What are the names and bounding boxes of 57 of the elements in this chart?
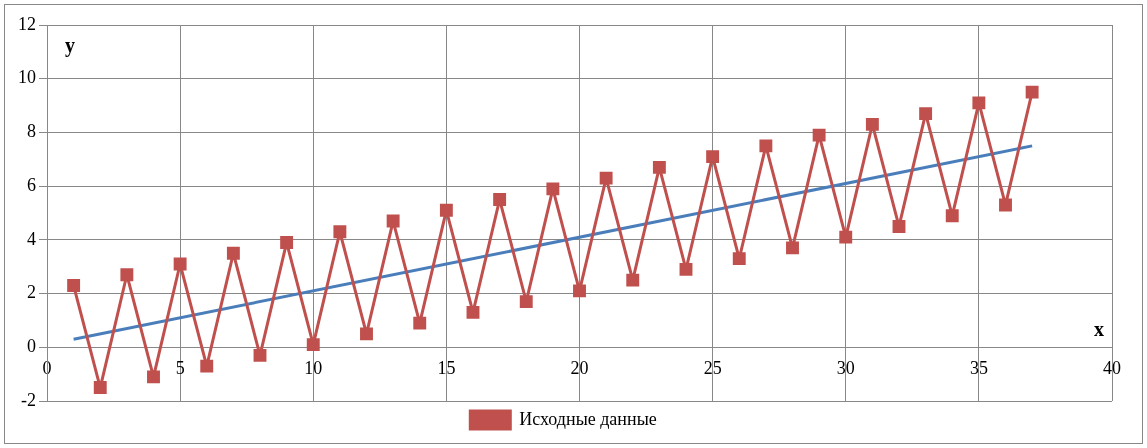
point [386,214,400,228]
point [892,219,906,233]
point [519,295,533,309]
x-tick-label: 15 [437,357,456,378]
x-tick-label: 20 [570,357,589,378]
x-tick-label: 40 [1103,357,1121,378]
x-tick-label: 30 [836,357,855,378]
point [626,273,640,287]
point [786,241,799,255]
point [865,117,879,131]
point [679,262,693,276]
x-axis-title: x [1094,318,1104,341]
point [439,203,453,217]
point [67,279,81,292]
y-tick-label: 4 [27,228,36,249]
point [839,230,853,244]
y-tick-label: 0 [27,336,36,357]
x-tick-label: 10 [304,357,323,378]
y-tick-label: 10 [18,67,36,88]
y-tick-label: -2 [21,389,36,410]
point [1025,85,1039,99]
point [226,246,240,260]
x-tick-label: 25 [703,357,722,378]
point [972,96,986,110]
point [493,193,507,207]
y-tick-label: 6 [27,174,36,195]
point [812,128,826,142]
y-tick-label: 2 [27,282,36,303]
point [945,209,959,223]
point [573,284,586,298]
point [706,150,720,164]
y-axis-title: y [65,34,75,58]
point [200,359,214,373]
y-tick-label: 12 [18,13,36,34]
point [173,257,187,271]
point [759,139,773,153]
x-tick-label: 0 [42,357,52,378]
point [652,160,666,174]
point [93,381,107,395]
point [999,198,1012,212]
y-tick-label: 8 [27,121,36,142]
point [546,182,560,196]
point [413,316,427,330]
point [147,370,160,384]
point [253,348,267,362]
x-tick-label: 5 [175,357,185,378]
legend-label: Исходные данные [519,408,657,429]
point [919,107,933,121]
point [306,338,320,352]
point [280,236,294,249]
x-tick-label: 35 [969,357,988,378]
point [599,171,613,185]
point [333,225,347,239]
point [120,268,134,282]
point [466,305,480,319]
point [360,327,373,341]
point [732,252,746,266]
